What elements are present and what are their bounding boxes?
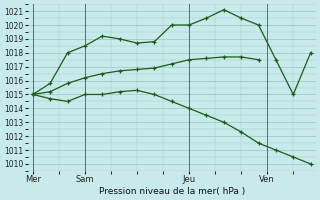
X-axis label: Pression niveau de la mer( hPa ): Pression niveau de la mer( hPa ) <box>99 187 245 196</box>
